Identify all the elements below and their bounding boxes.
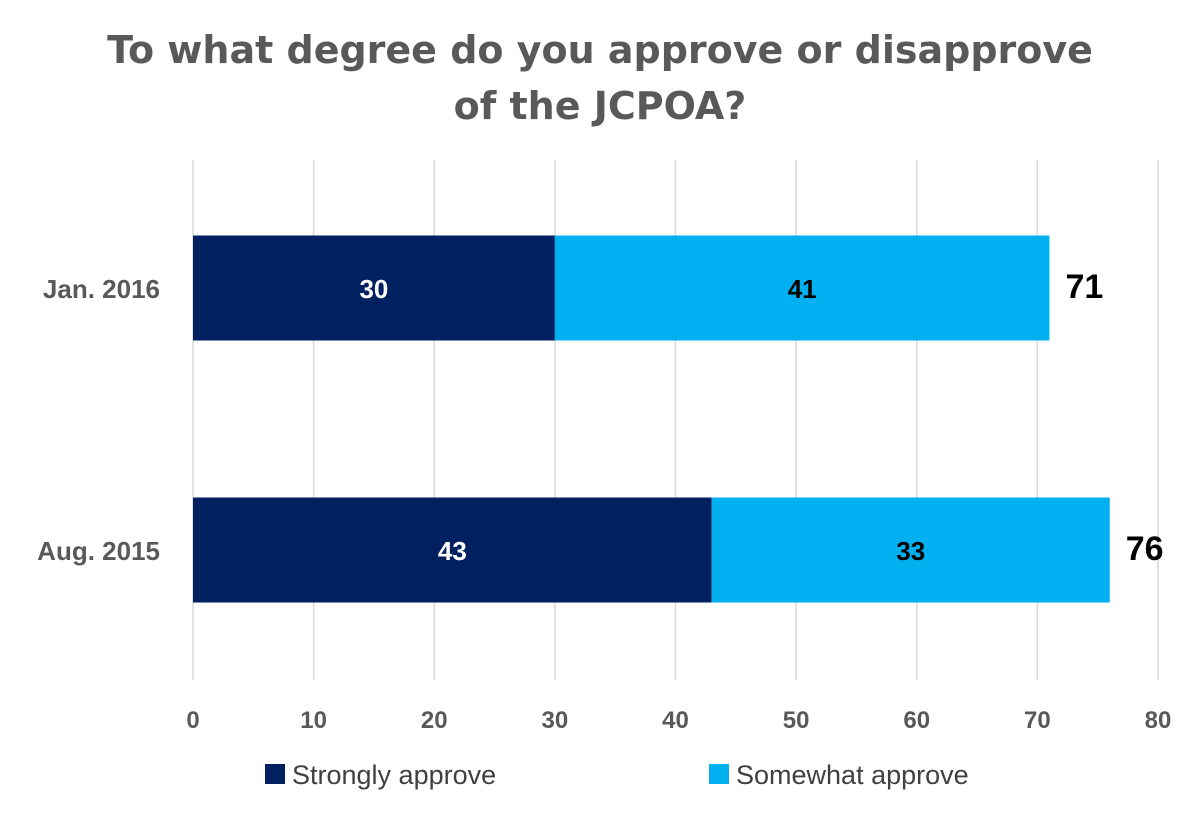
segment-value-label: 41 (788, 274, 817, 304)
legend-swatch (265, 764, 285, 784)
category-label: Aug. 2015 (37, 536, 160, 566)
chart-title-line-1: To what degree do you approve or disappr… (107, 28, 1093, 72)
total-value-label: 71 (1065, 268, 1103, 306)
x-tick-label: 80 (1145, 707, 1172, 734)
segment-value-label: 43 (438, 536, 467, 566)
category-label: Jan. 2016 (43, 274, 160, 304)
x-axis: 0 10 20 30 40 50 60 70 80 (186, 707, 1171, 734)
bar-segment (193, 497, 712, 603)
legend-swatch (709, 764, 729, 784)
x-tick-label: 0 (186, 707, 199, 734)
data-labels: 30 41 71 43 33 76 (359, 268, 1163, 568)
x-tick-label: 30 (542, 707, 569, 734)
x-tick-label: 50 (783, 707, 810, 734)
bar-segment (193, 235, 555, 341)
chart-title: To what degree do you approve or disappr… (0, 22, 1200, 134)
x-tick-label: 40 (662, 707, 689, 734)
bar-segment (711, 497, 1110, 603)
total-value-label: 76 (1126, 530, 1164, 568)
bars (193, 235, 1110, 603)
bar-segment (554, 235, 1050, 341)
y-axis-categories: Jan. 2016 Aug. 2015 (37, 274, 160, 566)
x-tick-label: 70 (1024, 707, 1051, 734)
legend-label: Strongly approve (292, 760, 496, 790)
segment-value-label: 33 (896, 536, 925, 566)
legend-label: Somewhat approve (736, 760, 969, 790)
segment-value-label: 30 (359, 274, 388, 304)
x-tick-label: 60 (903, 707, 930, 734)
chart-title-line-2: of the JCPOA? (453, 84, 747, 128)
legend: Strongly approve Somewhat approve (265, 760, 969, 790)
x-tick-label: 20 (421, 707, 448, 734)
x-tick-label: 10 (300, 707, 327, 734)
